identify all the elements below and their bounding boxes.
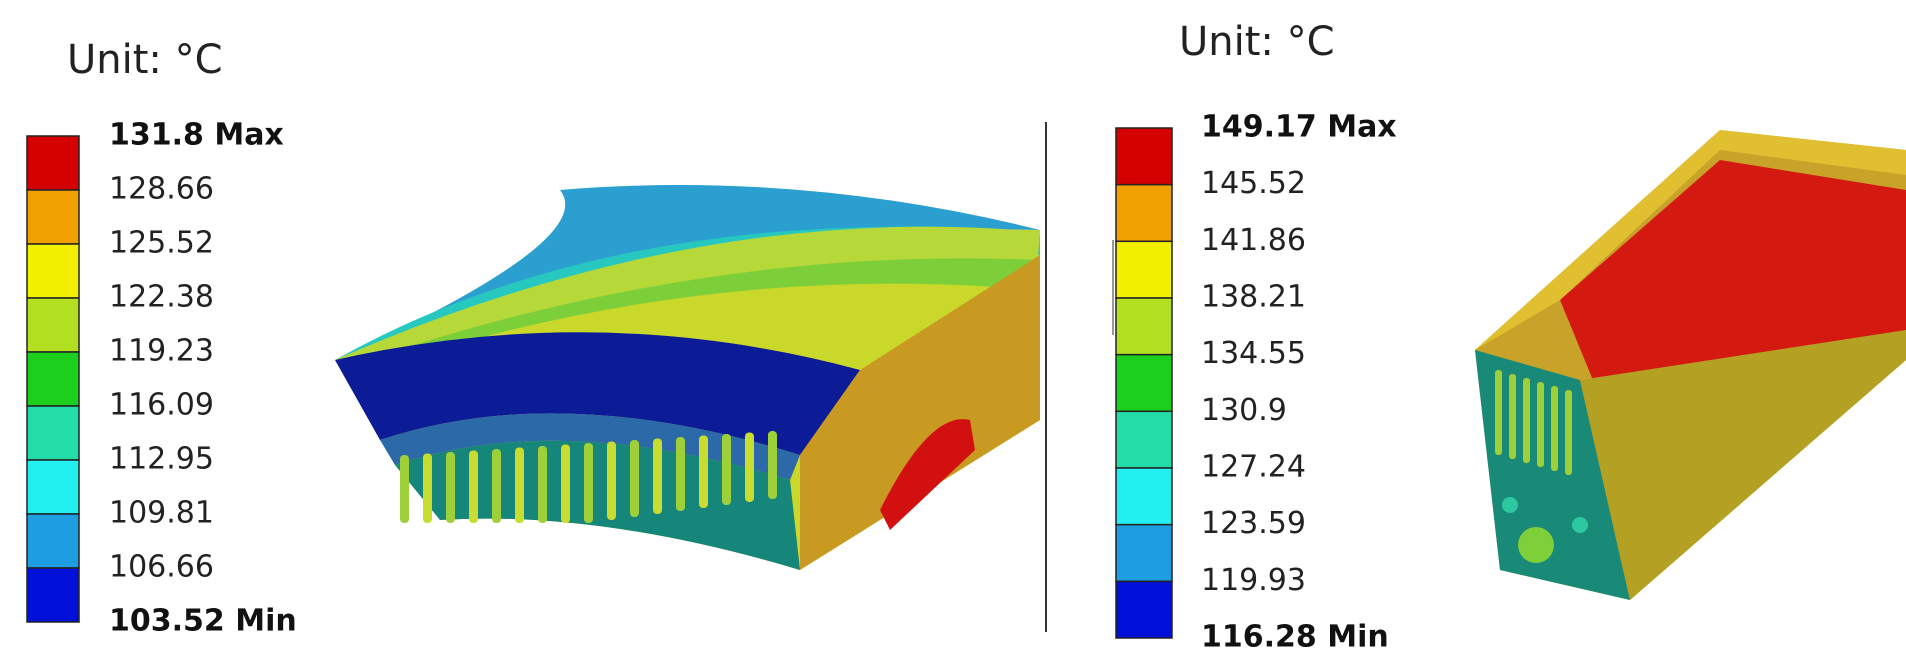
legend-label: 134.55 [1201,336,1306,371]
color-band [1116,411,1172,468]
legend-label: 109.81 [109,496,214,531]
fin [722,434,731,505]
fin [400,455,409,523]
fin [561,445,570,524]
legend-label: 127.24 [1201,450,1306,485]
figure: Unit: °C 131.8 Max 128.66 125.52 122.38 119.2… [0,0,1906,661]
legend-label: 119.93 [1201,563,1306,598]
color-band [27,244,79,298]
color-band [1116,185,1172,242]
fin [768,431,777,499]
color-band [27,352,79,406]
legend-label: 112.95 [109,442,214,477]
color-band [1116,241,1172,298]
legend-label: 106.66 [109,550,214,585]
fin [584,443,593,523]
fin [423,454,432,524]
legend-label: 103.52 Min [109,604,297,639]
legend-label: 123.59 [1201,506,1306,541]
fin [515,448,524,524]
fin [699,436,708,509]
color-band [27,298,79,352]
fin [745,433,754,503]
color-band [27,406,79,460]
fin [492,449,501,523]
color-band [27,514,79,568]
color-band [27,190,79,244]
fin [607,442,616,521]
color-band [1116,298,1172,355]
legend-label: 141.86 [1201,223,1306,258]
legend-label: 145.52 [1201,166,1306,201]
color-band [27,136,79,190]
render-right [1475,130,1906,600]
fin [469,451,478,524]
legend-label: 131.8 Max [109,118,284,153]
legend-label: 116.28 Min [1201,620,1389,655]
legend-label: 125.52 [109,226,214,261]
unit-label: Unit: °C [1179,19,1335,65]
fin [653,439,662,515]
legend-label: 122.38 [109,280,214,315]
color-band [1116,128,1172,185]
fin [538,446,547,523]
color-band [1116,468,1172,525]
color-band [27,460,79,514]
render-left [335,185,1040,570]
legend: Unit: °C 149.17 Max 145.52 141.86 138.21 134.… [1116,19,1397,655]
fin [1537,382,1544,467]
color-band [1116,355,1172,412]
legend-label: 138.21 [1201,280,1306,315]
unit-label: Unit: °C [67,37,223,83]
legend-label: 128.66 [109,172,214,207]
legend-label: 119.23 [109,334,214,369]
color-band [1116,525,1172,582]
fin [676,437,685,511]
color-band [27,568,79,622]
fin [1551,386,1558,471]
legend: Unit: °C 131.8 Max 128.66 125.52 122.38 119.2… [27,37,297,639]
legend-label: 149.17 Max [1201,110,1397,145]
fin [446,452,455,523]
fin [1565,390,1572,475]
legend-label: 116.09 [109,388,214,423]
fin [630,440,639,517]
fin [1509,374,1516,459]
color-band [1116,581,1172,638]
fin [1523,378,1530,463]
fin [1495,370,1502,455]
legend-label: 130.9 [1201,393,1287,428]
